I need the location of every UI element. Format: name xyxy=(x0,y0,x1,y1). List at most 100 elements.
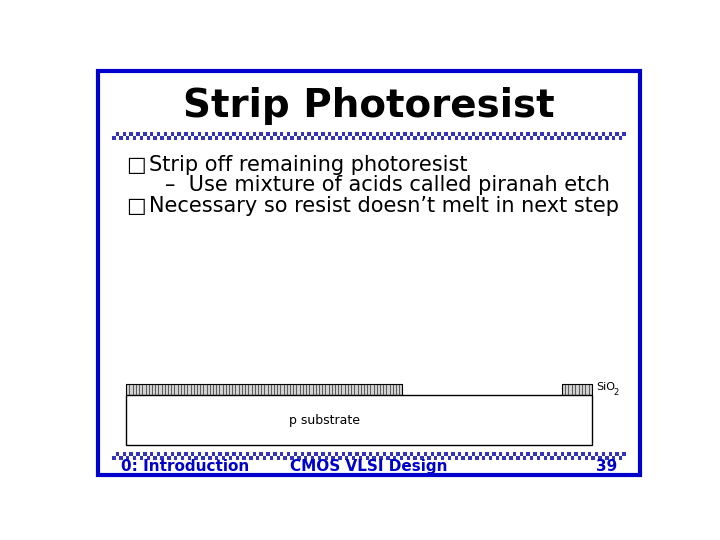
Bar xyxy=(222,453,225,456)
Bar xyxy=(273,136,276,140)
Bar xyxy=(338,136,341,140)
Bar xyxy=(331,453,335,456)
Bar xyxy=(616,456,618,460)
Bar xyxy=(345,132,348,136)
Bar xyxy=(544,132,547,136)
Bar xyxy=(325,132,328,136)
Bar xyxy=(112,136,116,140)
Bar xyxy=(588,453,591,456)
Bar xyxy=(297,136,300,140)
Bar xyxy=(564,136,567,140)
Bar xyxy=(383,132,386,136)
Bar xyxy=(557,453,561,456)
Bar xyxy=(359,456,362,460)
Bar xyxy=(591,456,595,460)
Bar xyxy=(273,456,276,460)
Bar xyxy=(126,395,593,445)
Bar xyxy=(116,136,120,140)
Bar xyxy=(523,132,526,136)
Bar xyxy=(202,456,204,460)
Bar xyxy=(325,456,328,460)
Bar xyxy=(413,456,417,460)
Bar xyxy=(622,456,626,460)
Bar xyxy=(191,453,194,456)
Bar xyxy=(335,132,338,136)
Bar xyxy=(618,453,622,456)
Bar xyxy=(126,132,130,136)
Bar xyxy=(482,453,485,456)
Bar xyxy=(499,136,503,140)
Bar xyxy=(575,132,577,136)
Bar xyxy=(280,136,284,140)
Bar xyxy=(325,453,328,456)
Bar xyxy=(588,456,591,460)
Bar xyxy=(530,136,534,140)
Bar xyxy=(163,453,167,456)
Bar xyxy=(369,456,372,460)
Bar xyxy=(126,136,130,140)
Bar xyxy=(520,453,523,456)
Bar xyxy=(304,132,307,136)
Bar xyxy=(369,453,372,456)
Bar xyxy=(441,136,444,140)
Bar xyxy=(130,456,133,460)
Bar xyxy=(503,136,506,140)
Bar xyxy=(485,453,489,456)
Bar xyxy=(338,132,341,136)
Bar xyxy=(273,132,276,136)
Bar xyxy=(290,132,294,136)
Bar xyxy=(451,136,454,140)
Bar xyxy=(287,453,290,456)
Bar xyxy=(482,132,485,136)
Bar xyxy=(352,136,355,140)
Bar xyxy=(218,456,222,460)
Bar xyxy=(259,453,263,456)
Text: –  Use mixture of acids called piranah etch: – Use mixture of acids called piranah et… xyxy=(166,176,611,195)
Bar xyxy=(318,136,321,140)
Bar xyxy=(417,132,420,136)
Bar xyxy=(225,456,229,460)
Bar xyxy=(475,453,479,456)
Bar xyxy=(225,453,229,456)
Bar xyxy=(120,453,122,456)
Bar xyxy=(403,136,407,140)
Bar xyxy=(554,132,557,136)
Bar xyxy=(345,453,348,456)
Bar xyxy=(202,132,204,136)
Bar xyxy=(588,132,591,136)
Bar xyxy=(602,453,605,456)
Bar xyxy=(407,136,410,140)
Bar xyxy=(550,456,554,460)
Bar xyxy=(235,136,239,140)
Bar xyxy=(513,136,516,140)
Bar xyxy=(294,132,297,136)
Bar xyxy=(338,456,341,460)
Bar xyxy=(462,456,465,460)
Bar xyxy=(307,132,311,136)
Bar xyxy=(567,456,571,460)
Bar xyxy=(410,456,413,460)
Bar xyxy=(215,456,218,460)
Bar xyxy=(557,136,561,140)
Bar xyxy=(400,136,403,140)
Bar xyxy=(540,456,544,460)
Bar xyxy=(520,136,523,140)
Bar xyxy=(424,456,427,460)
Bar xyxy=(136,453,140,456)
Bar xyxy=(431,132,434,136)
Bar xyxy=(489,132,492,136)
Bar xyxy=(567,136,571,140)
Bar xyxy=(585,453,588,456)
Bar xyxy=(239,456,243,460)
Bar xyxy=(410,136,413,140)
Bar xyxy=(348,132,352,136)
Bar xyxy=(181,136,184,140)
Bar xyxy=(150,132,153,136)
Bar xyxy=(386,132,390,136)
Bar xyxy=(263,456,266,460)
Bar xyxy=(413,136,417,140)
Bar xyxy=(612,456,616,460)
Bar xyxy=(390,136,393,140)
Bar xyxy=(420,456,424,460)
Bar xyxy=(454,132,458,136)
